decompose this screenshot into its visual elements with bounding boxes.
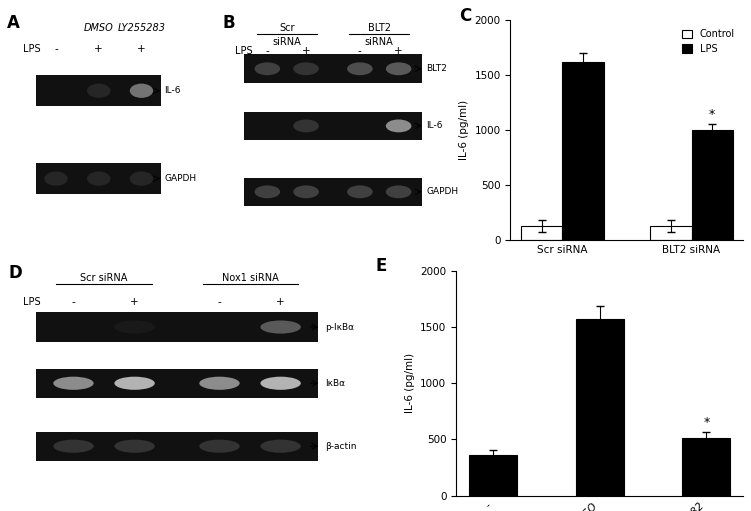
Bar [243, 177, 422, 206]
Text: E: E [376, 258, 387, 275]
Text: *: * [704, 416, 710, 429]
Text: GAPDH: GAPDH [164, 174, 197, 183]
Bar [36, 432, 318, 461]
Text: -: - [358, 46, 362, 56]
Ellipse shape [347, 62, 372, 75]
Ellipse shape [255, 62, 280, 75]
Bar [36, 163, 161, 194]
Y-axis label: IL-6 (pg/ml): IL-6 (pg/ml) [459, 100, 469, 160]
Text: Scr siRNA: Scr siRNA [80, 273, 128, 283]
Ellipse shape [294, 62, 319, 75]
Bar [243, 55, 422, 83]
Text: +: + [130, 297, 139, 307]
Text: BLT2: BLT2 [427, 64, 448, 73]
Ellipse shape [294, 185, 319, 198]
Ellipse shape [347, 185, 372, 198]
Bar [562, 62, 604, 240]
Ellipse shape [261, 377, 301, 390]
Bar [36, 368, 318, 398]
Text: -: - [265, 46, 269, 56]
Ellipse shape [53, 439, 94, 453]
Text: LPS: LPS [23, 44, 40, 54]
Ellipse shape [261, 320, 301, 334]
Bar [683, 438, 731, 496]
Ellipse shape [114, 439, 155, 453]
Text: LY255283: LY255283 [117, 22, 165, 33]
Ellipse shape [386, 185, 412, 198]
Text: p-IκBα: p-IκBα [324, 322, 354, 332]
Bar [243, 111, 422, 140]
Text: +: + [95, 44, 103, 54]
Text: GAPDH: GAPDH [427, 188, 459, 196]
Ellipse shape [199, 439, 240, 453]
Text: IL-6: IL-6 [427, 122, 443, 130]
Bar [521, 226, 562, 240]
Ellipse shape [130, 84, 153, 98]
Text: IL-6: IL-6 [164, 86, 181, 95]
Bar [692, 130, 733, 240]
Ellipse shape [294, 120, 319, 132]
Legend: Control, LPS: Control, LPS [678, 26, 739, 58]
Text: LPS: LPS [235, 46, 252, 56]
Text: C: C [459, 7, 472, 25]
Text: Scr: Scr [279, 22, 294, 33]
Ellipse shape [114, 320, 155, 334]
Text: LPS: LPS [23, 297, 40, 307]
Ellipse shape [386, 62, 412, 75]
Bar [469, 455, 517, 496]
Text: *: * [709, 108, 716, 121]
Ellipse shape [53, 377, 94, 390]
Ellipse shape [199, 377, 240, 390]
Text: β-actin: β-actin [324, 442, 356, 451]
Text: siRNA: siRNA [365, 37, 394, 47]
Text: DMSO: DMSO [84, 22, 113, 33]
Text: +: + [137, 44, 146, 54]
Y-axis label: IL-6 (pg/ml): IL-6 (pg/ml) [405, 353, 415, 413]
Text: D: D [9, 264, 23, 282]
Text: A: A [8, 14, 20, 32]
Ellipse shape [130, 172, 153, 186]
Text: +: + [276, 297, 285, 307]
Text: -: - [218, 297, 222, 307]
Ellipse shape [87, 84, 110, 98]
Text: Nox1 siRNA: Nox1 siRNA [222, 273, 279, 283]
Ellipse shape [44, 172, 68, 186]
Text: -: - [71, 297, 75, 307]
Ellipse shape [255, 185, 280, 198]
Bar [36, 312, 318, 342]
Bar [36, 75, 161, 106]
Bar [650, 226, 692, 240]
Ellipse shape [386, 120, 412, 132]
Text: IκBα: IκBα [324, 379, 345, 388]
Text: B: B [222, 14, 235, 32]
Text: +: + [394, 46, 403, 56]
Ellipse shape [87, 172, 110, 186]
Text: +: + [302, 46, 310, 56]
Bar [576, 319, 624, 496]
Ellipse shape [114, 377, 155, 390]
Text: BLT2: BLT2 [368, 22, 391, 33]
Text: siRNA: siRNA [273, 37, 301, 47]
Ellipse shape [261, 439, 301, 453]
Text: -: - [54, 44, 58, 54]
